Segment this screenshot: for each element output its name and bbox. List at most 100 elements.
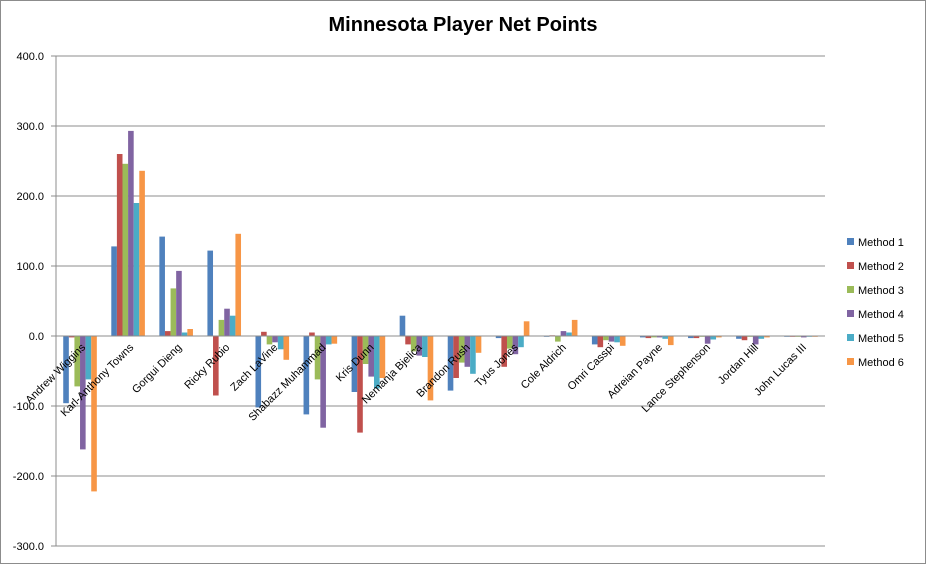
bar (422, 336, 428, 357)
bar (405, 336, 411, 345)
bar (207, 250, 214, 336)
bar (80, 336, 86, 450)
bar (566, 332, 572, 336)
bar (710, 336, 717, 340)
legend-label: Method 2 (858, 261, 904, 273)
legend-label: Method 6 (858, 357, 904, 369)
bar (176, 270, 182, 336)
y-tick-label: 300.0 (16, 121, 44, 133)
bar (139, 170, 145, 336)
bar (591, 336, 598, 345)
bar (758, 336, 765, 339)
bar (800, 336, 807, 338)
bar (325, 336, 332, 345)
category-label: Cole Aldrich (519, 342, 569, 392)
legend-label: Method 3 (858, 285, 904, 297)
bar (218, 319, 225, 336)
bar (362, 336, 369, 364)
bar (667, 336, 674, 346)
bar (111, 246, 117, 336)
bar (608, 336, 615, 342)
gridlines (51, 55, 825, 547)
bar (475, 336, 482, 353)
bar (752, 336, 759, 345)
bar (736, 336, 742, 339)
bar (464, 336, 471, 367)
category-label: Jordan Hill (716, 342, 761, 387)
y-tick-label: 200.0 (16, 191, 44, 203)
bar (555, 336, 561, 342)
bar (235, 233, 242, 336)
bar (374, 336, 380, 389)
bar (303, 336, 310, 415)
legend-swatch (847, 286, 854, 293)
bar (656, 336, 663, 338)
bar (518, 336, 524, 348)
bar (170, 288, 177, 336)
bar (368, 336, 375, 377)
bar (224, 308, 230, 336)
bar (128, 130, 134, 336)
category-label: Zach LaVine (228, 342, 280, 394)
bar (357, 336, 363, 433)
y-tick-label: 400.0 (16, 51, 44, 63)
bar (63, 336, 69, 404)
y-tick-label: -200.0 (13, 471, 44, 483)
category-label: Ricky Rubio (182, 342, 232, 392)
bar (68, 336, 75, 338)
legend-label: Method 5 (858, 333, 904, 345)
bar (741, 336, 748, 341)
bar (453, 336, 459, 378)
bar (470, 336, 476, 374)
bar (416, 336, 423, 356)
legend-swatch (847, 262, 854, 269)
bar (164, 331, 171, 336)
bar (74, 336, 81, 387)
bar (159, 236, 165, 336)
bar (122, 163, 129, 336)
y-tick-label: 100.0 (16, 261, 44, 273)
bar (639, 336, 646, 338)
bar (320, 336, 326, 428)
legend: Method 1 Method 2 Method 3 Method 4 Method 5… (847, 237, 904, 369)
bar (85, 336, 92, 380)
legend-label: Method 4 (858, 309, 904, 321)
category-label: Gorgui Dieng (130, 342, 184, 396)
bar (133, 203, 140, 336)
bar (331, 336, 338, 344)
bar (597, 336, 604, 348)
legend-label: Method 1 (858, 237, 904, 249)
bar (560, 331, 567, 336)
bar (704, 336, 711, 344)
bars (63, 130, 818, 492)
bar (283, 336, 290, 360)
bar (619, 336, 626, 346)
bar (495, 336, 502, 339)
bar (645, 336, 652, 339)
legend-swatch (847, 238, 854, 245)
bar (458, 336, 465, 363)
bar (181, 332, 188, 336)
bar (523, 321, 530, 336)
bar (379, 336, 386, 378)
bar (272, 336, 278, 343)
bar (266, 336, 273, 345)
y-tick-label: 0.0 (29, 331, 44, 343)
bar (255, 336, 262, 408)
legend-swatch (847, 310, 854, 317)
bar (662, 336, 668, 339)
legend-swatch (847, 358, 854, 365)
bar (116, 154, 123, 336)
y-tick-label: -300.0 (13, 541, 44, 553)
category-label: Omri Casspi (566, 342, 617, 393)
bar (603, 336, 609, 341)
legend-swatch (847, 334, 854, 341)
bar (91, 336, 97, 492)
bar (314, 336, 321, 380)
bar (399, 315, 406, 336)
bar (229, 315, 236, 336)
bar (277, 336, 284, 350)
bar (688, 336, 694, 339)
bar (351, 336, 358, 392)
